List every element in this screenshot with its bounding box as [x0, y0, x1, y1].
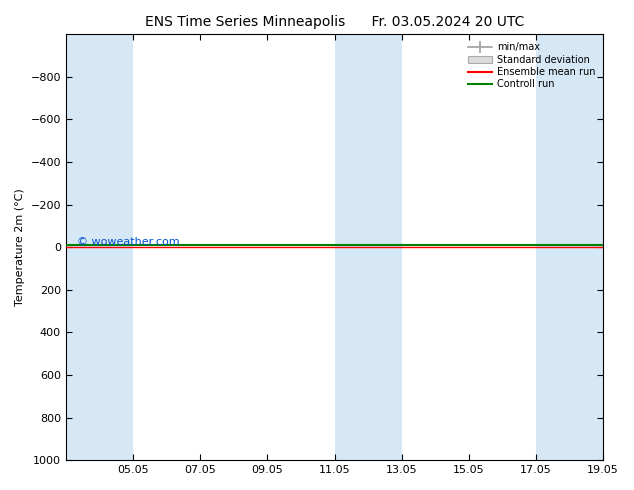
Bar — [536, 34, 603, 460]
Bar — [335, 34, 402, 460]
Legend: min/max, Standard deviation, Ensemble mean run, Controll run: min/max, Standard deviation, Ensemble me… — [465, 39, 598, 92]
Title: ENS Time Series Minneapolis      Fr. 03.05.2024 20 UTC: ENS Time Series Minneapolis Fr. 03.05.20… — [145, 15, 524, 29]
Y-axis label: Temperature 2m (°C): Temperature 2m (°C) — [15, 188, 25, 306]
Text: © woweather.com: © woweather.com — [77, 237, 179, 247]
Bar — [66, 34, 133, 460]
